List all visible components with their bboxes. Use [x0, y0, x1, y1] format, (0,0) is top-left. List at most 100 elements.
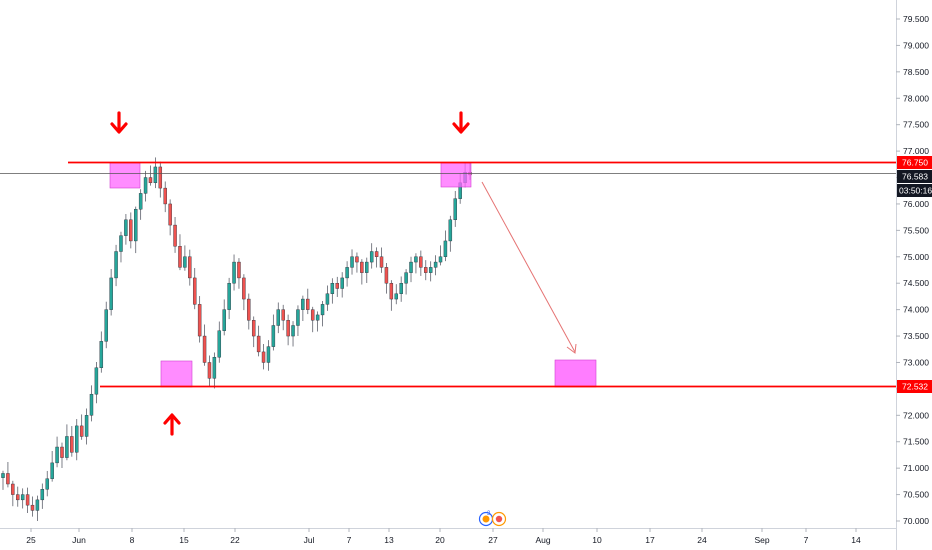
y-tick-label: 74.500	[903, 278, 929, 288]
candle-body	[55, 446, 59, 464]
y-tick-label: 78.500	[903, 67, 929, 77]
candle-body	[428, 267, 433, 273]
candle-body	[94, 367, 99, 395]
candle-body	[374, 251, 379, 257]
candle-body	[158, 166, 163, 189]
x-tick-label: Jun	[72, 535, 86, 545]
y-tick-label: 76.000	[903, 199, 929, 209]
candle-body	[256, 335, 261, 353]
y-tick-label: 73.000	[903, 357, 929, 367]
candle-body	[207, 362, 212, 379]
x-tick-label: 10	[592, 535, 602, 545]
candle-body	[291, 325, 295, 337]
candle-body	[84, 415, 89, 437]
candle-body	[89, 393, 94, 416]
candle-body	[197, 304, 202, 337]
candle-body	[355, 256, 359, 263]
candle-body	[433, 261, 438, 268]
candle-body	[178, 246, 182, 268]
candle-body	[50, 462, 54, 479]
candle-body	[453, 198, 457, 221]
candle-body	[6, 473, 10, 485]
countdown-label: 03:50:16	[899, 186, 932, 196]
candle-body	[16, 494, 20, 501]
y-tick-label: 79.000	[903, 40, 929, 50]
candle-body	[286, 320, 290, 337]
x-tick-label: 8	[130, 535, 135, 545]
x-tick-label: 15	[179, 535, 189, 545]
candle-body	[119, 235, 123, 252]
countdown-tag: 03:50:16	[897, 184, 932, 197]
y-tick-label: 73.500	[903, 331, 929, 341]
candle-body	[134, 209, 138, 242]
candle-body	[315, 314, 320, 321]
arrow-down-left-icon	[110, 111, 128, 134]
candle-body	[330, 283, 335, 294]
candle-body	[438, 256, 443, 263]
current-price-label: 76.583	[902, 172, 928, 182]
y-tick-label: 77.500	[903, 120, 929, 130]
support-price-label: 72.532	[902, 382, 928, 392]
x-tick-label: 22	[230, 535, 240, 545]
calendar-icon[interactable]	[491, 511, 507, 527]
candle-body	[227, 283, 231, 310]
candle-body	[40, 489, 45, 501]
candle-body	[1, 473, 5, 478]
x-tick-label: 14	[851, 535, 861, 545]
candle-body	[365, 261, 369, 273]
candle-body	[237, 261, 241, 279]
x-tick-label: Aug	[535, 535, 550, 545]
x-tick-label: 25	[26, 535, 36, 545]
candle-body	[65, 436, 69, 458]
candle-body	[424, 267, 428, 273]
x-tick-label: 24	[697, 535, 707, 545]
arrow-down-right-icon	[452, 111, 470, 134]
candle-body	[104, 309, 108, 342]
candle-body	[409, 261, 413, 273]
target-zone	[554, 359, 597, 388]
candle-body	[212, 356, 217, 379]
candle-body	[45, 478, 49, 490]
candle-body	[251, 320, 256, 337]
y-tick-label: 70.000	[903, 516, 929, 526]
candle-body	[20, 494, 25, 501]
candle-body	[379, 256, 384, 268]
candle-body	[310, 309, 315, 321]
y-tick-label: 77.000	[903, 146, 929, 156]
x-tick-label: Jul	[304, 535, 315, 545]
projection-arrowhead	[566, 343, 577, 354]
candle-body	[345, 267, 349, 279]
candle-body	[30, 504, 35, 511]
candle-body	[404, 272, 408, 284]
candle-body	[35, 499, 40, 511]
candle-body	[188, 256, 192, 279]
candle-body	[60, 446, 64, 458]
candle-body	[129, 219, 133, 242]
y-tick-label: 74.000	[903, 305, 929, 315]
candle-body	[271, 325, 276, 347]
y-tick-label: 71.000	[903, 463, 929, 473]
candle-body	[79, 425, 84, 437]
y-tick-label: 71.500	[903, 437, 929, 447]
candle-body	[296, 309, 300, 326]
candle-body	[384, 267, 389, 284]
candle-body	[168, 203, 172, 226]
candle-body	[325, 293, 330, 305]
y-tick-label: 78.000	[903, 93, 929, 103]
candle-body	[202, 335, 207, 363]
y-tick-label: 75.500	[903, 225, 929, 235]
candle-body	[301, 298, 305, 310]
candle-body	[350, 256, 354, 268]
current-price-tag: 76.583	[897, 170, 932, 183]
time-axis[interactable]: 25 Jun 8 15 22 Jul 7 13 20 27 Aug 10 17 24 Sep 7 14	[26, 528, 861, 545]
candle-body	[124, 219, 128, 236]
arrow-up-icon	[163, 413, 181, 436]
candle-body	[306, 298, 310, 310]
candle-body	[25, 494, 30, 506]
resistance-price-label: 76.750	[902, 158, 928, 168]
projection-line	[481, 181, 576, 353]
candle-body	[448, 219, 453, 242]
candle-body	[114, 251, 118, 279]
